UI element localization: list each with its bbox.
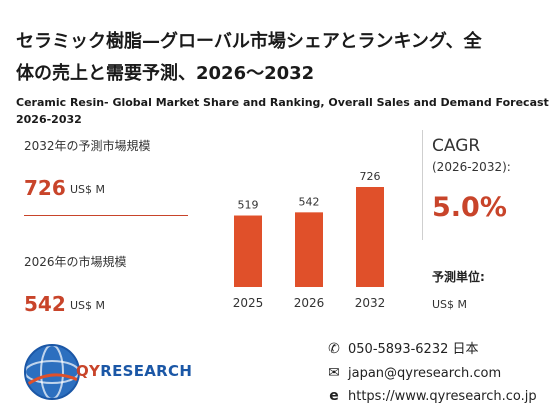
x-tick-label-2032: 2032: [355, 296, 386, 310]
logo-wordmark-rest: RESEARCH: [100, 362, 193, 380]
contact-website-text[interactable]: https://www.qyresearch.co.jp: [348, 389, 537, 404]
qyresearch-logo: QYRESEARCH: [22, 340, 192, 404]
forecast-size-unit: US$ M: [70, 183, 106, 196]
cagr-divider: [422, 130, 423, 240]
current-size-unit: US$ M: [70, 299, 106, 312]
forecast-unit-label: 予測単位:: [432, 270, 485, 284]
x-tick-label-2026: 2026: [294, 296, 325, 310]
contact-email-text[interactable]: japan@qyresearch.com: [348, 366, 502, 381]
cagr-years: (2026-2032):: [432, 160, 511, 174]
page-title-en: Ceramic Resin- Global Market Share and R…: [16, 94, 551, 128]
bar-2025: [234, 215, 262, 287]
forecast-divider: [24, 215, 188, 216]
page-title-jp: セラミック樹脂—グローバル市場シェアとランキング、全 体の売上と需要予測、202…: [16, 26, 546, 90]
cagr-value: 5.0%: [432, 192, 507, 223]
phone-icon: ✆: [328, 341, 340, 357]
forecast-unit-value: US$ M: [432, 298, 468, 311]
contact-phone-text: 050-5893-6232 日本: [348, 342, 479, 357]
contact-email[interactable]: ✉ japan@qyresearch.com: [326, 363, 501, 383]
envelope-icon: ✉: [328, 365, 340, 381]
globe-logo-icon: [24, 344, 80, 400]
contact-phone: ✆ 050-5893-6232 日本: [326, 339, 479, 359]
bar-value-label-2032: 726: [360, 170, 381, 183]
bar-2026: [295, 212, 323, 287]
cagr-label: CAGR: [432, 136, 481, 156]
logo-wordmark-q: QY: [76, 362, 101, 380]
title-en-line2: 2026-2032: [16, 113, 82, 126]
bar-value-label-2025: 519: [238, 199, 259, 212]
forecast-size-label: 2032年の予測市場規模: [24, 139, 151, 153]
title-jp-line1: セラミック樹脂—グローバル市場シェアとランキング、全: [16, 31, 482, 52]
logo-wordmark: QYRESEARCH: [76, 362, 192, 380]
x-tick-label-2025: 2025: [233, 296, 264, 310]
current-size-value: 542: [24, 292, 66, 316]
current-size-label: 2026年の市場規模: [24, 255, 127, 269]
bar-value-label-2026: 542: [299, 195, 320, 208]
contact-website[interactable]: e https://www.qyresearch.co.jp: [326, 386, 537, 406]
globe-e-icon: e: [329, 388, 339, 404]
title-en-line1: Ceramic Resin- Global Market Share and R…: [16, 96, 549, 109]
bar-2032: [356, 187, 384, 287]
forecast-size-value: 726: [24, 176, 66, 200]
title-jp-line2: 体の売上と需要予測、2026～2032: [16, 63, 315, 84]
